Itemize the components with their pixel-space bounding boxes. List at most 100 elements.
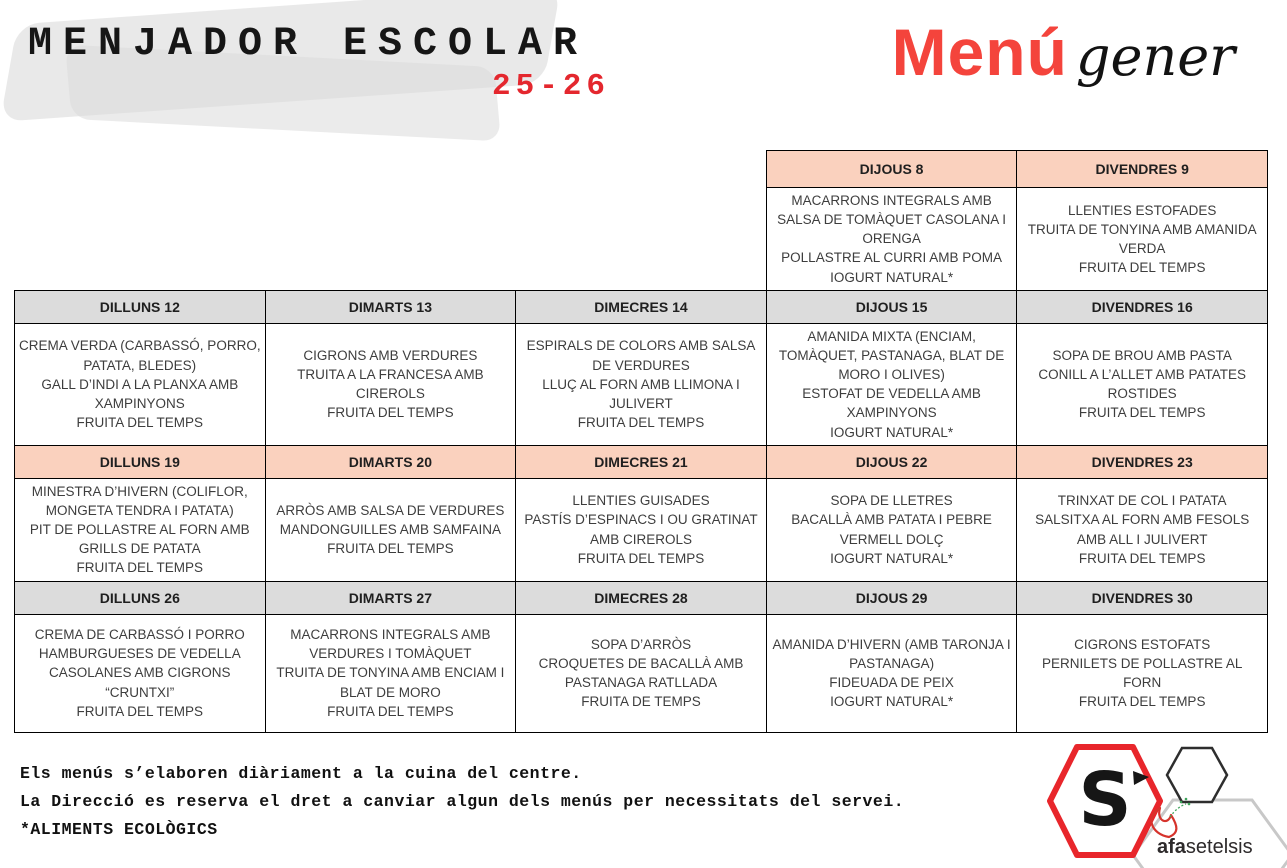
- afasetelsis-wordmark: afasetelsis: [1157, 836, 1253, 858]
- week-2-menu-row: CREMA VERDA (CARBASSÓ, PORRO, PATATA, BL…: [14, 322, 1268, 446]
- day-header-divendres-9: DIVENDRES 9: [1016, 150, 1268, 188]
- menu-month-logo: Menú gener: [892, 14, 1235, 90]
- dish-line: FRUITA DEL TEMPS: [327, 405, 454, 421]
- month-word: gener: [1075, 25, 1235, 88]
- dish-line: FRUITA DEL TEMPS: [76, 414, 204, 430]
- day-header-divendres-23: DIVENDRES 23: [1016, 444, 1268, 479]
- setelsis-red-hexagon-icon: [1047, 744, 1163, 858]
- day-header-dimarts-27: DIMARTS 27: [264, 580, 517, 615]
- dish-line: FRUITA DEL TEMPS: [327, 541, 454, 557]
- day-header-dimecres-21: DIMECRES 21: [515, 444, 767, 479]
- menu-cell-dimecres-14: ESPIRALS DE COLORS AMB SALSA DE VERDURES…: [515, 322, 767, 446]
- dish-line: CIGRONS AMB VERDURES: [303, 347, 478, 363]
- footer-notes: Els menús s’elaboren diàriament a la cui…: [20, 760, 904, 844]
- menu-cell-dimarts-27: MACARRONS INTEGRALS AMB VERDURES I TOMÀQ…: [264, 613, 517, 733]
- blank-cell: [14, 150, 266, 188]
- dish-line: TRINXAT DE COL I PATATA: [1057, 493, 1227, 509]
- dish-line: LLENTIES ESTOFADES: [1068, 202, 1217, 218]
- dish-line: FRUITA DEL TEMPS: [1078, 694, 1206, 710]
- leaf-sprig-dot: [1187, 802, 1191, 806]
- menu-cell-divendres-9: LLENTIES ESTOFADES TRUITA DE TONYINA AMB …: [1016, 187, 1268, 291]
- dish-line: FRUITA DE TEMPS: [581, 694, 701, 710]
- dish-line: AMANIDA D’HIVERN (AMB TARONJA I PASTANAG…: [772, 636, 1011, 671]
- dish-line: PERNILETS DE POLLASTRE AL FORN: [1042, 655, 1243, 690]
- menu-cell-dilluns-26: CREMA DE CARBASSÓ I PORRO HAMBURGUESES DE…: [14, 613, 266, 733]
- dish-line: ESPIRALS DE COLORS AMB SALSA DE VERDURES: [526, 338, 756, 373]
- dish-line: MACARRONS INTEGRALS AMB SALSA DE TOMÀQUE…: [777, 193, 1006, 247]
- dish-line: FIDEUADA DE PEIX: [829, 675, 954, 690]
- dish-line: CROQUETES DE BACALLÀ AMB PASTANAGA RATLL…: [538, 655, 744, 690]
- black-hexagon-outline: [1165, 746, 1229, 804]
- blank-cell: [14, 187, 266, 291]
- dish-line: IOGURT NATURAL*: [830, 424, 954, 440]
- page-title: MENJADOR ESCOLAR: [28, 22, 589, 67]
- leaf-sprig-dot: [1179, 800, 1183, 804]
- menu-cell-divendres-16: SOPA DE BROU AMB PASTA CONILL A L’ALLET A…: [1016, 322, 1268, 446]
- week-4-header-row: DILLUNS 26 DIMARTS 27 DIMECRES 28 DIJOUS 29…: [14, 580, 1268, 615]
- menu-cell-dimarts-20: ARRÒS AMB SALSA DE VERDURES MANDONGUILLES…: [264, 477, 517, 582]
- blank-cell: [265, 150, 516, 188]
- dish-line: BACALLÀ AMB PATATA I PEBRE VERMELL DOLÇ: [791, 512, 992, 547]
- dish-line: HAMBURGUESES DE VEDELLA CASOLANES AMB CI…: [38, 646, 241, 700]
- afa-bold-text: afa: [1157, 836, 1187, 858]
- dish-line: FRUITA DEL TEMPS: [1078, 260, 1206, 276]
- dish-line: LLENTIES GUISADES: [572, 493, 710, 509]
- school-year: 25-26: [491, 69, 610, 104]
- dish-line: FRUITA DEL TEMPS: [76, 703, 204, 719]
- week-1-menu-row: MACARRONS INTEGRALS AMB SALSA DE TOMÀQUE…: [14, 187, 1268, 291]
- day-header-divendres-30: DIVENDRES 30: [1016, 580, 1268, 615]
- menu-cell-dimecres-28: SOPA D’ARRÒS CROQUETES DE BACALLÀ AMB PAS…: [515, 613, 767, 733]
- dish-line: TRUITA DE TONYINA AMB ENCIAM I BLAT DE M…: [276, 665, 505, 700]
- dish-line: SOPA DE LLETRES: [830, 493, 953, 509]
- title-block: MENJADOR ESCOLAR 25-26: [0, 0, 628, 142]
- leaf-sprig-dot: [1184, 797, 1188, 801]
- menu-cell-divendres-23: TRINXAT DE COL I PATATA SALSITXA AL FORN …: [1016, 477, 1268, 582]
- week-4-menu-row: CREMA DE CARBASSÓ I PORRO HAMBURGUESES DE…: [14, 613, 1268, 733]
- dish-line: MACARRONS INTEGRALS AMB VERDURES I TOMÀQ…: [290, 627, 491, 662]
- menu-cell-dimarts-13: CIGRONS AMB VERDURES TRUITA A LA FRANCESA…: [264, 322, 517, 446]
- day-header-dimecres-28: DIMECRES 28: [515, 580, 767, 615]
- logos-group: S afasetelsis: [1047, 744, 1287, 868]
- dish-line: CREMA DE CARBASSÓ I PORRO: [34, 627, 245, 643]
- setelsis-text: setelsis: [1186, 836, 1253, 858]
- dish-line: FRUITA DEL TEMPS: [1078, 405, 1206, 421]
- day-header-dijous-22: DIJOUS 22: [765, 444, 1018, 479]
- day-header-dimarts-13: DIMARTS 13: [264, 289, 517, 324]
- dish-line: PIT DE POLLASTRE AL FORN AMB GRILLS DE P…: [29, 522, 250, 557]
- day-header-dilluns-26: DILLUNS 26: [14, 580, 266, 615]
- day-header-dimecres-14: DIMECRES 14: [515, 289, 767, 324]
- day-header-dilluns-19: DILLUNS 19: [14, 444, 266, 479]
- menu-cell-divendres-30: CIGRONS ESTOFATS PERNILETS DE POLLASTRE A…: [1016, 613, 1268, 733]
- blank-cell: [515, 150, 767, 188]
- footer-note-3: *ALIMENTS ECOLÒGICS: [20, 820, 218, 839]
- pencil-tip-icon: [1133, 771, 1149, 785]
- dish-line: IOGURT NATURAL*: [830, 694, 954, 710]
- day-header-divendres-16: DIVENDRES 16: [1016, 289, 1268, 324]
- dish-line: CIGRONS ESTOFATS: [1074, 636, 1211, 652]
- week-3-menu-row: MINESTRA D’HIVERN (COLIFLOR, MONGETA TEN…: [14, 477, 1268, 582]
- leaf-sprig-icon: [1169, 803, 1187, 818]
- dish-line: GALL D’INDI A LA PLANXA AMB XAMPINYONS: [41, 376, 239, 411]
- dish-line: SOPA D’ARRÒS: [590, 636, 692, 652]
- setelsis-s-letter: S: [1078, 757, 1131, 843]
- dish-line: IOGURT NATURAL*: [830, 550, 954, 566]
- menu-cell-dijous-29: AMANIDA D’HIVERN (AMB TARONJA I PASTANAG…: [765, 613, 1018, 733]
- blank-cell: [265, 187, 516, 291]
- day-header-dijous-29: DIJOUS 29: [765, 580, 1018, 615]
- dish-line: FRUITA DEL TEMPS: [577, 550, 705, 566]
- week-3-header-row: DILLUNS 19 DIMARTS 20 DIMECRES 21 DIJOUS 22…: [14, 444, 1268, 479]
- dish-line: MANDONGUILLES AMB SAMFAINA: [279, 522, 502, 538]
- menu-cell-dijous-8: MACARRONS INTEGRALS AMB SALSA DE TOMÀQUE…: [765, 187, 1018, 291]
- dish-line: FRUITA DEL TEMPS: [327, 703, 454, 719]
- dish-line: CONILL A L’ALLET AMB PATATES ROSTIDES: [1038, 367, 1246, 402]
- dish-line: MINESTRA D’HIVERN (COLIFLOR, MONGETA TEN…: [31, 483, 248, 518]
- day-header-dimarts-20: DIMARTS 20: [264, 444, 517, 479]
- dish-line: ESTOFAT DE VEDELLA AMB XAMPINYONS: [802, 386, 981, 421]
- menu-cell-dimecres-21: LLENTIES GUISADES PASTÍS D’ESPINACS I OU …: [515, 477, 767, 582]
- dish-line: SALSITXA AL FORN AMB FESOLS AMB ALL I JU…: [1035, 512, 1250, 547]
- footer-note-1: Els menús s’elaboren diàriament a la cui…: [20, 764, 582, 783]
- dish-line: TRUITA A LA FRANCESA AMB CIREROLS: [297, 367, 484, 402]
- leaf-icon: [1150, 806, 1178, 839]
- menu-calendar-table: DIJOUS 8 DIVENDRES 9 MACARRONS INTEGRALS A…: [14, 150, 1268, 733]
- menu-cell-dilluns-19: MINESTRA D’HIVERN (COLIFLOR, MONGETA TEN…: [14, 477, 266, 582]
